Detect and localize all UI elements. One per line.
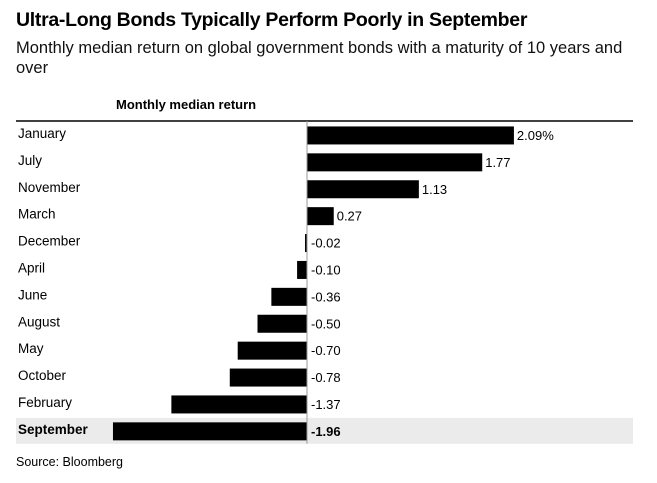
category-label: January: [18, 126, 66, 141]
value-label: 1.77: [485, 155, 510, 170]
value-label: -0.70: [311, 343, 341, 358]
bar: [257, 314, 307, 333]
bar: [307, 153, 483, 172]
value-label: -0.36: [311, 289, 341, 304]
category-label: July: [18, 153, 42, 168]
value-label: -1.37: [311, 397, 341, 412]
value-label: -1.96: [311, 424, 341, 439]
bar: [112, 422, 308, 441]
category-label: April: [18, 261, 45, 276]
bar: [229, 368, 307, 387]
value-label: -0.10: [311, 263, 341, 278]
category-label: October: [18, 368, 67, 383]
value-label: 1.13: [422, 182, 447, 197]
bar: [237, 341, 307, 360]
category-label: November: [18, 180, 81, 195]
bar: [297, 260, 307, 279]
bar: [307, 126, 514, 145]
chart-title: Ultra-Long Bonds Typically Perform Poorl…: [16, 9, 528, 31]
category-label: June: [18, 287, 47, 302]
bar: [307, 180, 419, 199]
category-label: August: [18, 314, 60, 329]
source-note: Source: Bloomberg: [16, 455, 124, 469]
bar: [271, 287, 307, 306]
value-label: -0.50: [311, 316, 341, 331]
column-header: Monthly median return: [116, 97, 257, 112]
category-label: December: [18, 234, 81, 249]
category-label: September: [18, 422, 89, 437]
category-label: February: [18, 395, 72, 410]
category-label: May: [18, 341, 44, 356]
bar: [307, 207, 334, 226]
value-label: -0.02: [311, 236, 341, 251]
bar: [305, 234, 307, 253]
value-label: 0.27: [337, 209, 362, 224]
category-label: March: [18, 207, 56, 222]
value-label: -0.78: [311, 370, 341, 385]
chart-subtitle: Monthly median return on global governme…: [16, 39, 623, 77]
value-label: 2.09%: [517, 128, 554, 143]
bar: [171, 395, 307, 414]
